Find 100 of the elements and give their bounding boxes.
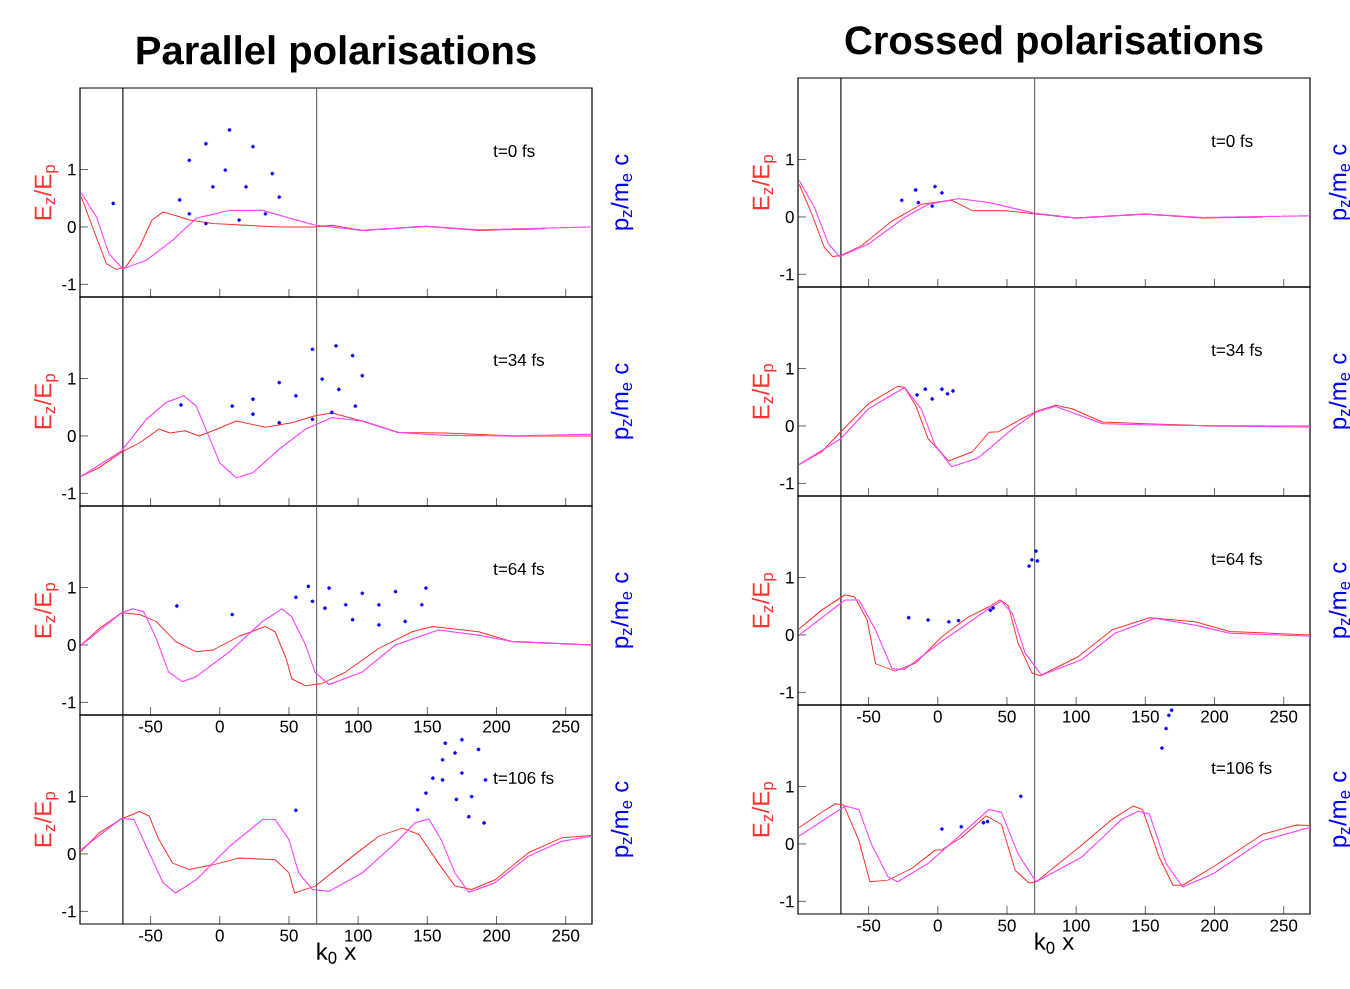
point bbox=[1019, 794, 1023, 799]
point bbox=[350, 353, 355, 358]
x-tick-label: 0 bbox=[933, 710, 942, 723]
point bbox=[899, 198, 904, 203]
point bbox=[940, 191, 944, 195]
x-tick-label: 250 bbox=[1270, 710, 1298, 723]
point bbox=[440, 757, 445, 762]
point bbox=[916, 200, 921, 205]
x-tick-label: -50 bbox=[139, 720, 163, 733]
y-tick-label: -1 bbox=[62, 487, 76, 500]
x-tick-label: 250 bbox=[552, 929, 580, 942]
y-axis-title: E$_{z}$/E$_{p}$ bbox=[751, 154, 777, 210]
point bbox=[294, 808, 298, 813]
x-tick-label: 200 bbox=[483, 720, 511, 733]
point bbox=[320, 377, 324, 381]
y2-axis-title: p$_{z}$/m$_{e}$ c bbox=[610, 154, 634, 230]
point bbox=[415, 807, 420, 812]
point bbox=[277, 195, 282, 199]
point bbox=[469, 794, 474, 799]
x-tick-label: 200 bbox=[483, 929, 511, 942]
y-tick-label: -1 bbox=[780, 477, 794, 490]
point bbox=[926, 618, 930, 622]
y-axis-title: E$_{z}$/E$_{p}$ bbox=[33, 582, 59, 638]
annotation: t=0 fs bbox=[493, 144, 535, 157]
point bbox=[310, 417, 315, 422]
x-axis-title: k$_{0}$ x bbox=[317, 942, 356, 964]
point bbox=[476, 747, 481, 752]
y-tick-label: 0 bbox=[785, 628, 794, 641]
annotation: t=64 fs bbox=[1211, 552, 1263, 565]
point bbox=[945, 391, 950, 396]
x-tick-label: -50 bbox=[857, 919, 881, 932]
point bbox=[251, 397, 255, 401]
point bbox=[237, 218, 241, 222]
y-tick-label: 0 bbox=[67, 429, 76, 442]
x-tick-label: 50 bbox=[998, 919, 1016, 932]
annotation: t=106 fs bbox=[493, 771, 554, 784]
y-tick-label: -1 bbox=[780, 686, 794, 699]
point bbox=[985, 819, 990, 824]
point bbox=[251, 412, 255, 416]
x-tick-label: 50 bbox=[998, 710, 1016, 723]
point bbox=[377, 602, 381, 607]
y-tick-label: -1 bbox=[62, 278, 76, 291]
point bbox=[377, 623, 381, 627]
y-tick-label: 0 bbox=[67, 220, 76, 233]
point bbox=[403, 619, 407, 624]
point bbox=[270, 171, 275, 176]
point bbox=[443, 741, 448, 745]
point bbox=[956, 618, 961, 623]
point bbox=[204, 221, 208, 226]
x-tick-label: 150 bbox=[414, 720, 441, 733]
y-tick-label: -1 bbox=[780, 268, 794, 281]
y-axis-title: E$_{z}$/E$_{p}$ bbox=[751, 363, 777, 419]
y-axis-title: E$_{z}$/E$_{p}$ bbox=[751, 781, 777, 837]
point bbox=[483, 778, 488, 782]
annotation: t=64 fs bbox=[493, 562, 545, 575]
point bbox=[294, 595, 298, 600]
point bbox=[277, 380, 282, 385]
point bbox=[1034, 549, 1038, 553]
y-tick-label: 1 bbox=[68, 372, 76, 385]
chart-title: Parallel polarisations bbox=[137, 35, 536, 73]
point bbox=[327, 586, 331, 590]
x-tick-label: 100 bbox=[345, 929, 372, 942]
y-axis-title: E$_{z}$/E$_{p}$ bbox=[33, 791, 59, 847]
y-tick-label: 1 bbox=[786, 780, 794, 793]
point bbox=[482, 821, 486, 825]
point bbox=[334, 344, 338, 348]
point bbox=[1164, 726, 1168, 731]
x-tick-label: 250 bbox=[1270, 919, 1298, 932]
point bbox=[1169, 708, 1174, 712]
point bbox=[940, 387, 944, 391]
annotation: t=106 fs bbox=[1211, 761, 1272, 774]
x-tick-label: 0 bbox=[215, 929, 224, 942]
line-series bbox=[80, 395, 592, 479]
point bbox=[179, 403, 183, 407]
y-tick-label: 0 bbox=[785, 419, 794, 432]
y-tick-label: 0 bbox=[67, 638, 76, 651]
y-tick-label: -1 bbox=[62, 905, 76, 918]
point bbox=[440, 778, 445, 782]
point bbox=[947, 619, 951, 624]
point bbox=[175, 604, 179, 608]
point bbox=[187, 211, 192, 216]
y-tick-label: 1 bbox=[786, 153, 794, 166]
point bbox=[204, 141, 208, 146]
y2-axis-title: p$_{z}$/m$_{e}$ c bbox=[610, 781, 634, 857]
x-tick-label: -50 bbox=[857, 710, 881, 723]
point bbox=[111, 201, 116, 206]
point bbox=[244, 184, 248, 189]
point bbox=[454, 797, 459, 802]
point bbox=[277, 420, 282, 425]
y2-axis-title: p$_{z}$/m$_{e}$ c bbox=[610, 572, 634, 648]
y-tick-label: 1 bbox=[68, 790, 76, 803]
point bbox=[923, 387, 928, 391]
point bbox=[211, 184, 215, 189]
x-tick-label: 250 bbox=[552, 720, 580, 733]
point bbox=[951, 389, 955, 393]
point bbox=[230, 404, 235, 408]
point bbox=[353, 404, 358, 408]
point bbox=[467, 814, 471, 819]
point bbox=[393, 589, 398, 594]
point bbox=[323, 606, 327, 610]
